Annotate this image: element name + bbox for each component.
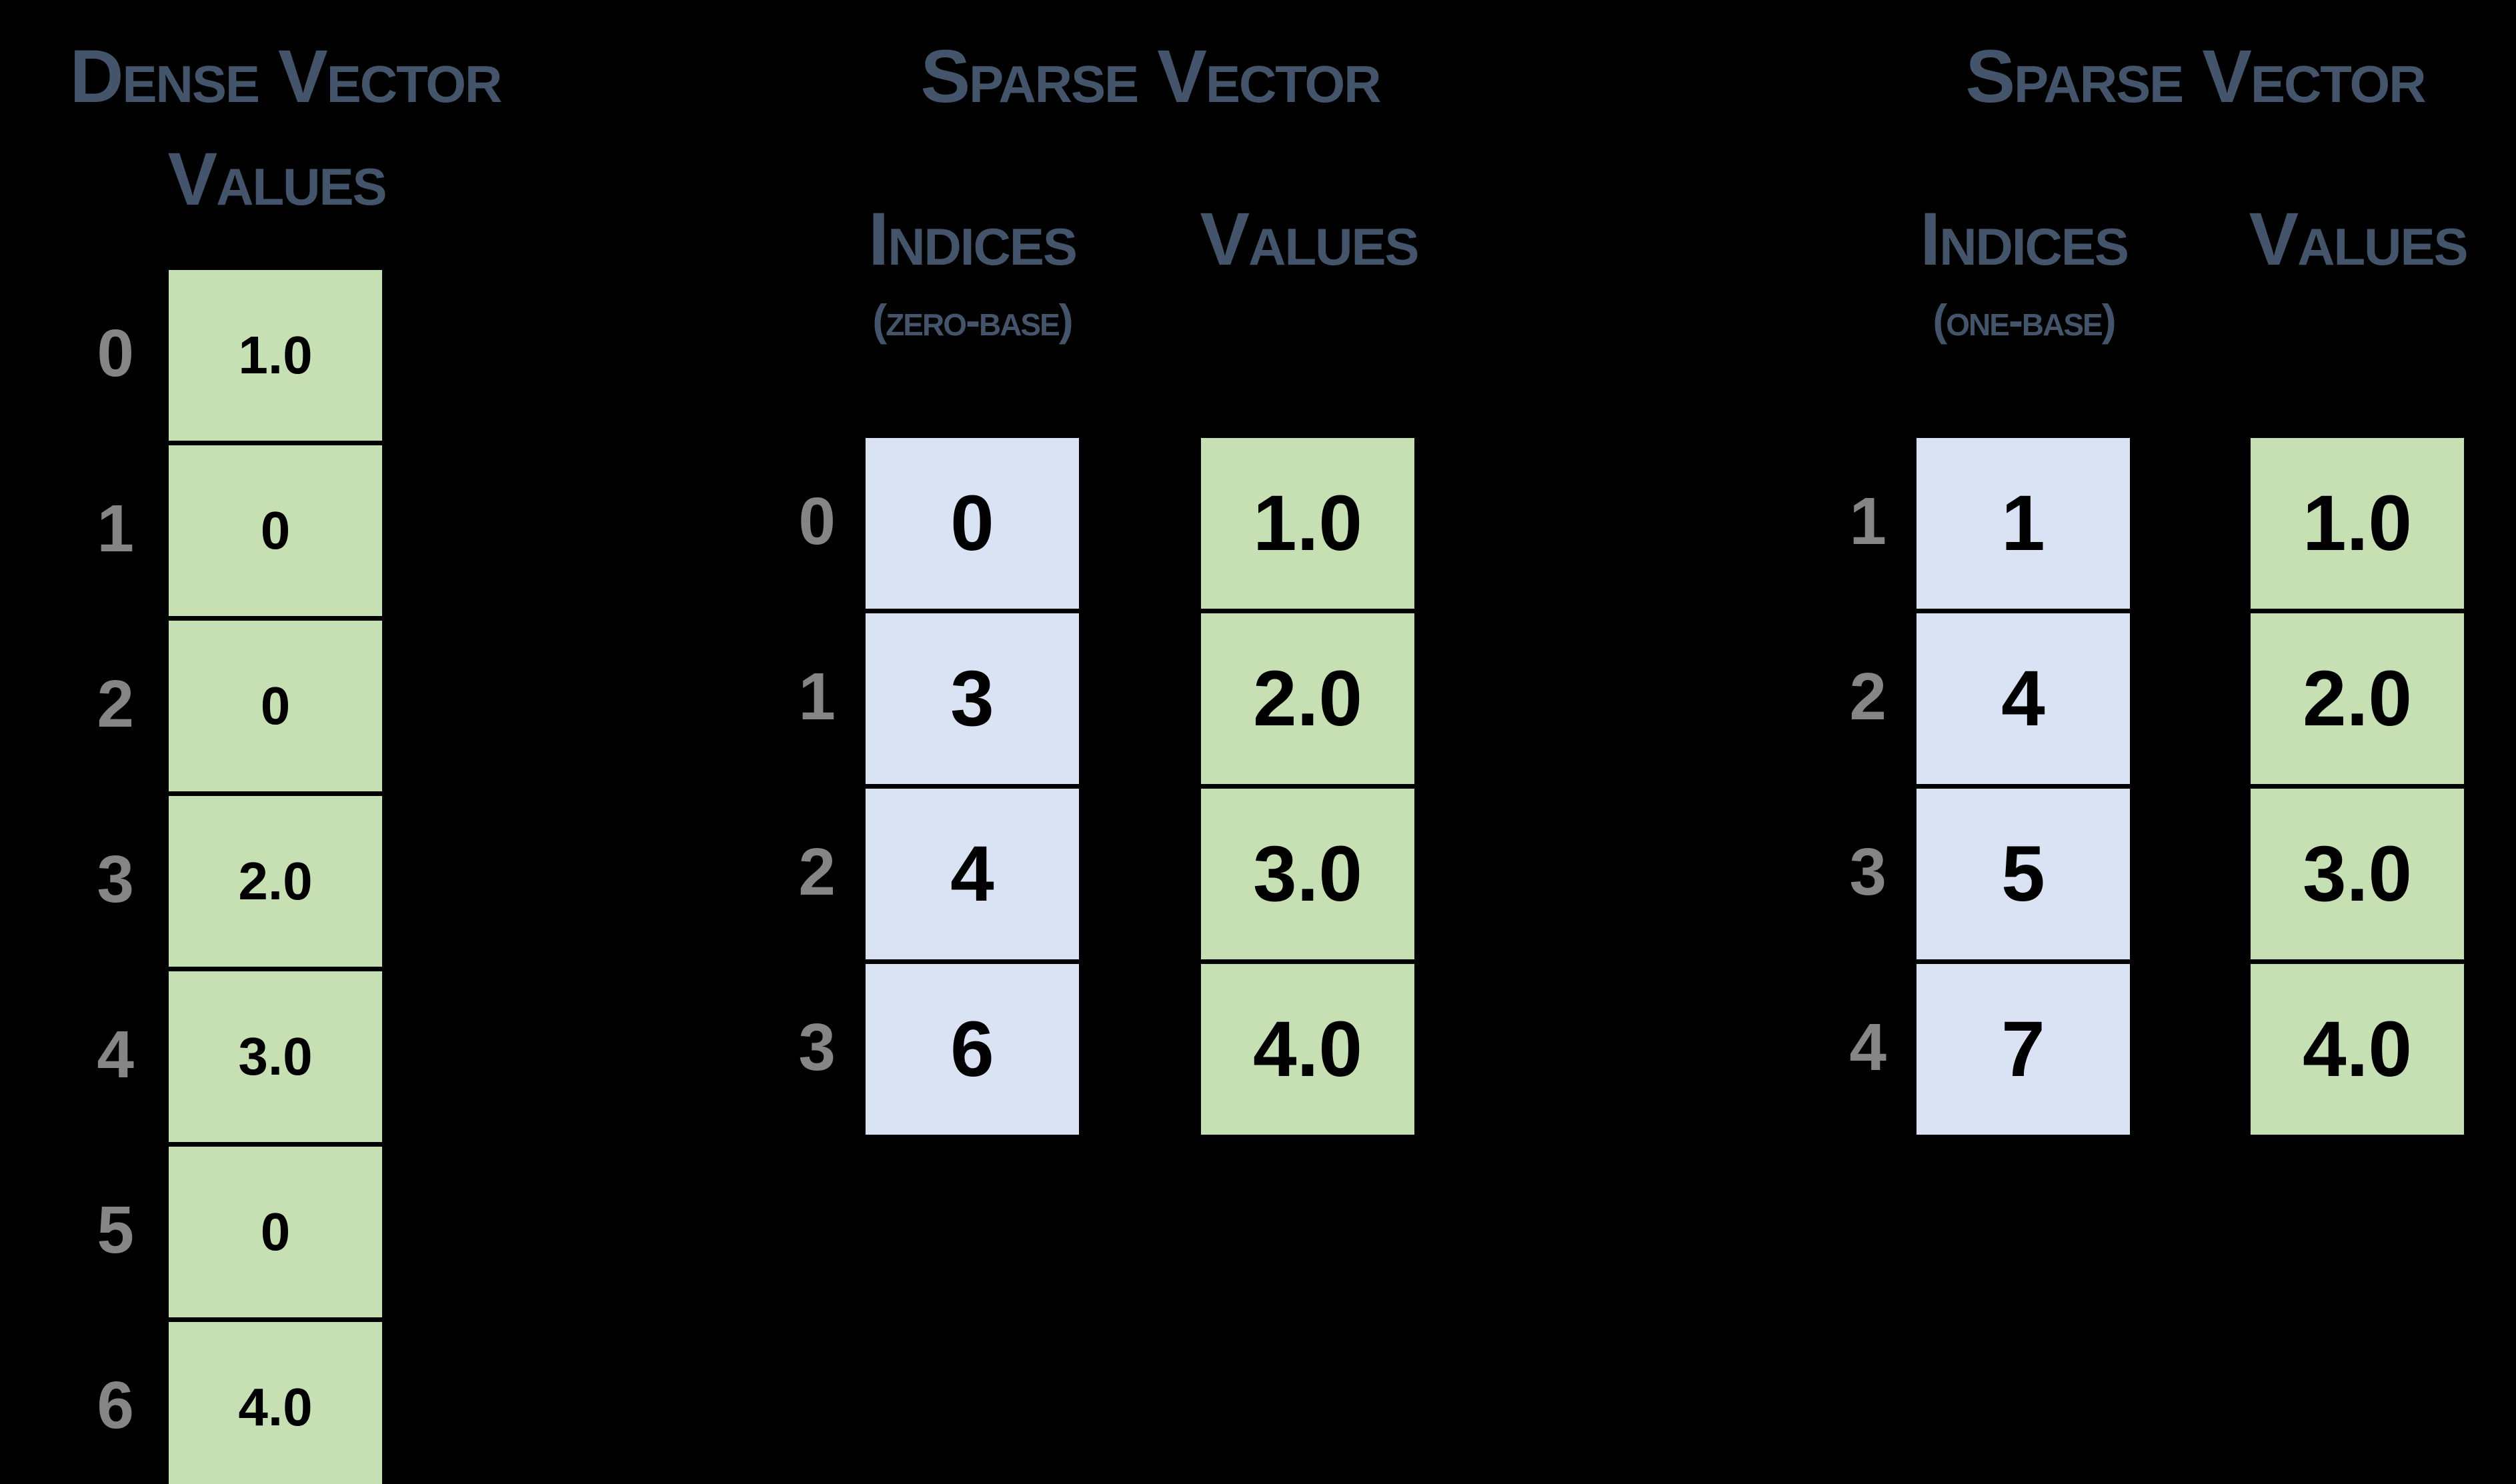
sparse-one-indices-header: Indices (1920, 197, 2129, 281)
row-label: 3 (798, 1009, 836, 1085)
sparse-zero-indices-subheader: (zero-base) (872, 295, 1074, 345)
dense-value-cell: 0 (169, 1142, 382, 1317)
row-label: 1 (1849, 483, 1886, 559)
value-cell: 4.0 (2251, 959, 2464, 1135)
row-label: 2 (97, 666, 134, 741)
sparse-zero-values-column: 1.0 2.0 3.0 4.0 (1196, 433, 1419, 1139)
dense-value-cell: 0 (169, 616, 382, 791)
sparse-zero-title: Sparse Vector (920, 35, 1381, 118)
row-label: 4 (97, 1017, 134, 1092)
sparse-zero-values-header: Values (1200, 197, 1419, 281)
value-cell: 1.0 (2251, 438, 2464, 609)
row-label: 5 (97, 1192, 134, 1267)
index-cell: 6 (866, 959, 1079, 1135)
value-cell: 3.0 (1201, 784, 1414, 959)
value-cell: 2.0 (2251, 609, 2464, 784)
dense-values-column: 1.0 0 0 2.0 3.0 0 4.0 (164, 265, 387, 1484)
row-label: 2 (798, 834, 836, 909)
row-label: 6 (97, 1367, 134, 1443)
sparse-zero-values-vector: 1.0 2.0 3.0 4.0 (1196, 433, 1419, 1139)
value-cell: 4.0 (1201, 959, 1414, 1135)
row-label: 3 (1849, 834, 1886, 909)
sparse-zero-indices-header: Indices (868, 197, 1078, 281)
index-cell: 4 (1917, 609, 2130, 784)
sparse-one-values-header: Values (2249, 197, 2468, 281)
value-cell: 3.0 (2251, 784, 2464, 959)
index-cell: 5 (1917, 784, 2130, 959)
value-cell: 2.0 (1201, 609, 1414, 784)
row-label: 1 (97, 491, 134, 566)
index-cell: 1 (1917, 438, 2130, 609)
dense-row-labels: 0 1 2 3 4 5 6 (0, 265, 164, 1484)
dense-value-cell: 0 (169, 441, 382, 616)
index-cell: 7 (1917, 959, 2130, 1135)
sparse-one-row-labels: 1 2 3 4 (1778, 433, 1912, 1139)
dense-value-cell: 3.0 (169, 967, 382, 1142)
index-cell: 0 (866, 438, 1079, 609)
row-label: 2 (1849, 659, 1886, 734)
row-label: 4 (1849, 1009, 1886, 1085)
value-cell: 1.0 (1201, 438, 1414, 609)
row-label: 0 (97, 315, 134, 391)
dense-value-cell: 2.0 (169, 791, 382, 967)
row-label: 3 (97, 841, 134, 917)
sparse-one-values-vector: 1.0 2.0 3.0 4.0 (2246, 433, 2469, 1139)
sparse-zero-row-labels: 0 1 2 3 (727, 433, 861, 1139)
dense-value-cell: 4.0 (169, 1317, 382, 1484)
sparse-one-title: Sparse Vector (1965, 35, 2426, 118)
row-label: 0 (798, 483, 836, 559)
dense-value-cell: 1.0 (169, 270, 382, 441)
sparse-one-indices-subheader: (one-base) (1933, 295, 2116, 345)
dense-vector-title: Dense Vector (69, 35, 503, 118)
row-label: 1 (798, 659, 836, 734)
sparse-one-values-column: 1.0 2.0 3.0 4.0 (2246, 433, 2469, 1139)
index-cell: 4 (866, 784, 1079, 959)
dense-values-header: Values (167, 137, 387, 221)
index-cell: 3 (866, 609, 1079, 784)
